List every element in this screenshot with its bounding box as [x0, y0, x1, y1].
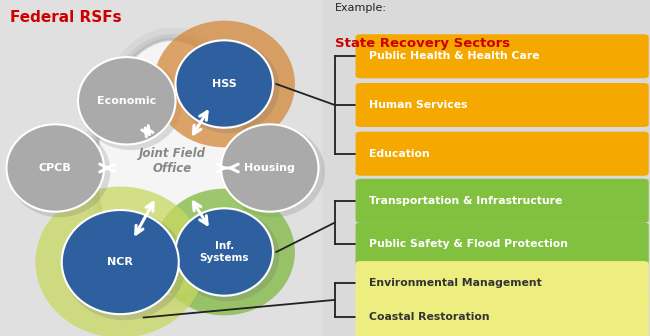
Ellipse shape [98, 40, 247, 296]
FancyBboxPatch shape [356, 295, 649, 336]
Text: Environmental Management: Environmental Management [369, 278, 541, 288]
Ellipse shape [153, 21, 295, 148]
Text: Joint Field
Office: Joint Field Office [138, 147, 206, 175]
Ellipse shape [8, 126, 110, 217]
Ellipse shape [176, 40, 273, 128]
Text: Federal RSFs: Federal RSFs [10, 10, 122, 25]
FancyBboxPatch shape [356, 179, 649, 223]
FancyBboxPatch shape [356, 132, 649, 176]
Text: State Recovery Sectors: State Recovery Sectors [335, 37, 510, 50]
FancyBboxPatch shape [356, 222, 649, 266]
Ellipse shape [177, 41, 280, 133]
FancyBboxPatch shape [356, 83, 649, 127]
Text: Public Health & Health Care: Public Health & Health Care [369, 51, 539, 61]
Text: Public Safety & Flood Protection: Public Safety & Flood Protection [369, 240, 567, 249]
Ellipse shape [79, 58, 182, 150]
Text: Human Services: Human Services [369, 100, 467, 110]
FancyBboxPatch shape [356, 261, 649, 305]
Ellipse shape [221, 124, 318, 212]
Ellipse shape [90, 34, 255, 302]
Text: Economic: Economic [97, 96, 157, 106]
Text: Education: Education [369, 149, 429, 159]
Ellipse shape [62, 210, 179, 314]
Text: Example:: Example: [335, 3, 387, 13]
Text: Housing: Housing [244, 163, 295, 173]
Text: Coastal Restoration: Coastal Restoration [369, 312, 489, 322]
Ellipse shape [78, 57, 176, 144]
Ellipse shape [35, 186, 205, 336]
Ellipse shape [84, 28, 261, 308]
Text: Transportation & Infrastructure: Transportation & Infrastructure [369, 196, 562, 206]
Ellipse shape [177, 210, 280, 301]
Ellipse shape [6, 124, 104, 212]
Text: HSS: HSS [212, 79, 237, 89]
Ellipse shape [63, 211, 186, 320]
Ellipse shape [94, 38, 250, 298]
Ellipse shape [222, 126, 325, 217]
Text: NCR: NCR [107, 257, 133, 267]
Text: Inf.
Systems: Inf. Systems [200, 241, 249, 263]
FancyBboxPatch shape [356, 34, 649, 78]
Text: CPCB: CPCB [39, 163, 72, 173]
Ellipse shape [153, 189, 295, 315]
Ellipse shape [176, 208, 273, 296]
FancyBboxPatch shape [322, 0, 650, 336]
